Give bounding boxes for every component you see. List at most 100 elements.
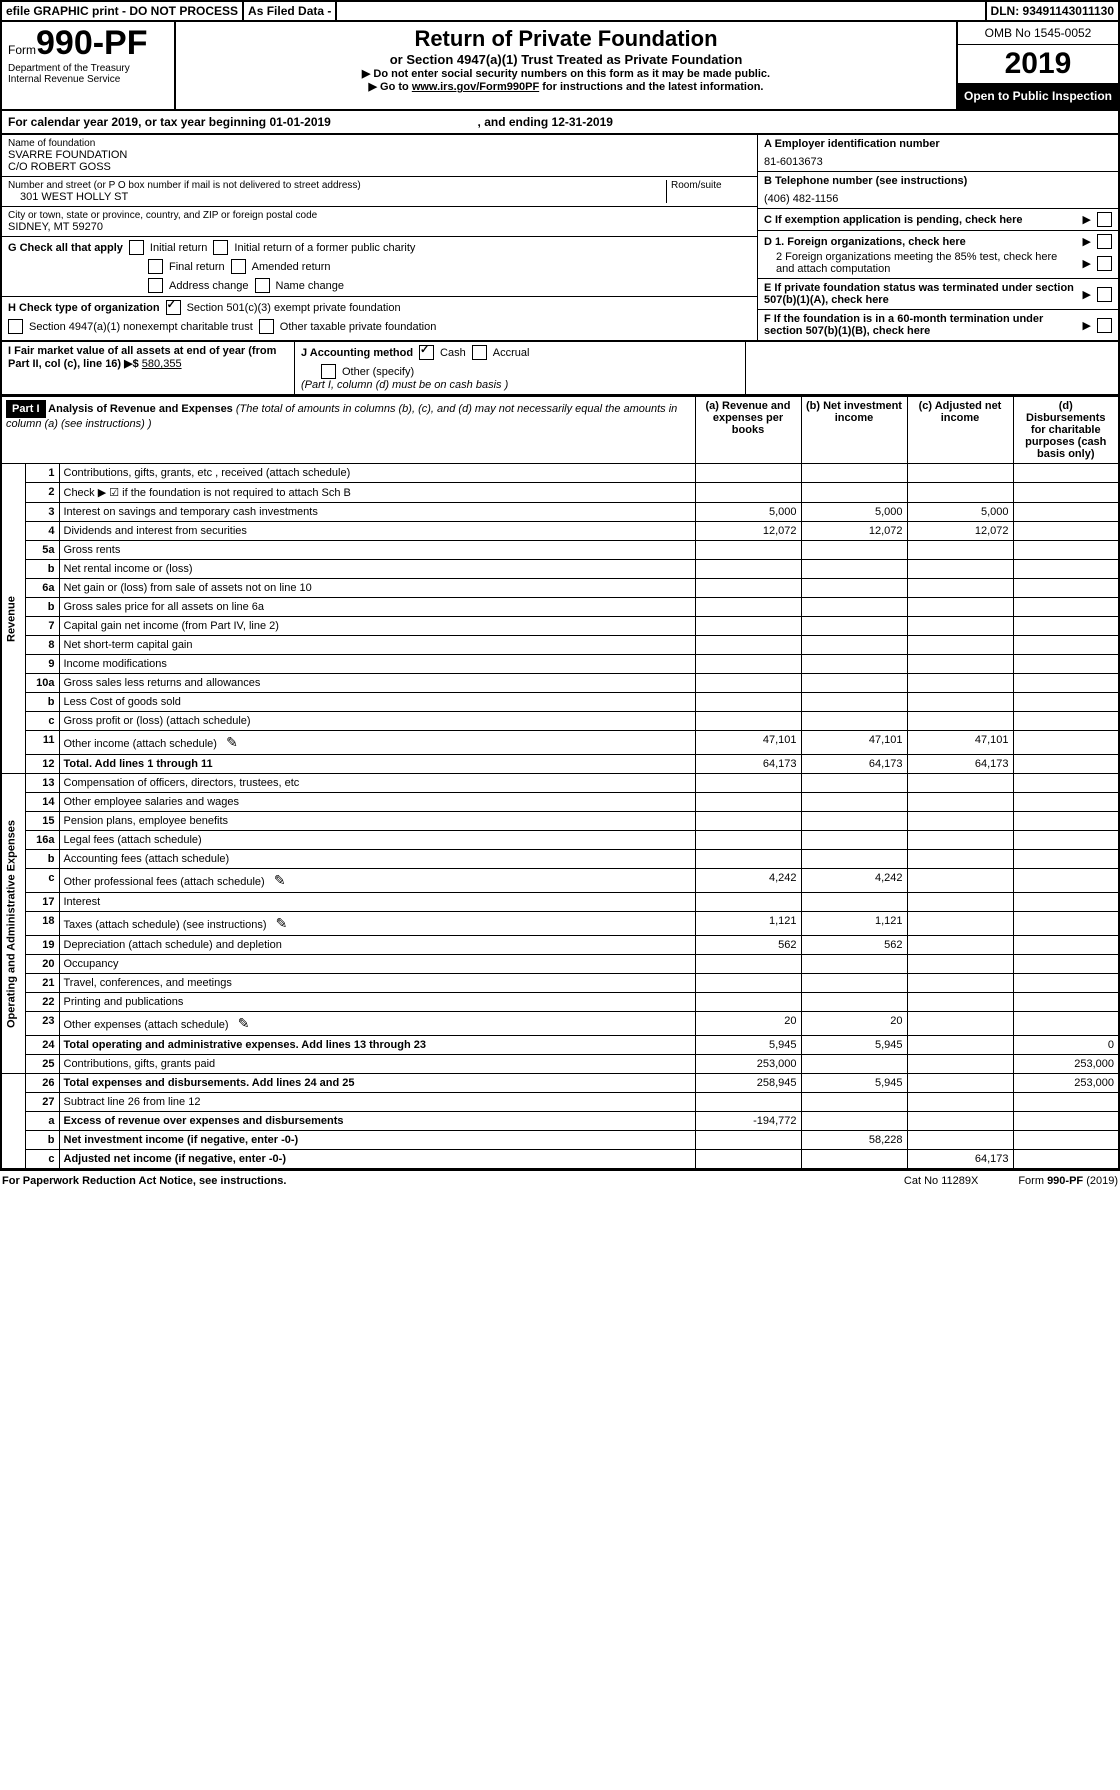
name-change-checkbox[interactable] [255, 278, 270, 293]
row-num: 24 [25, 1036, 59, 1055]
irs-link[interactable]: www.irs.gov/Form990PF [412, 81, 539, 93]
d-block: D 1. Foreign organizations, check here▶ … [758, 231, 1118, 279]
open-public: Open to Public Inspection [958, 83, 1118, 109]
row-num: 10a [25, 674, 59, 693]
cell-col-b: 1,121 [801, 912, 907, 936]
cash-checkbox[interactable] [419, 345, 434, 360]
row-desc: Accounting fees (attach schedule) [59, 850, 695, 869]
cell-col-b [801, 812, 907, 831]
accrual-checkbox[interactable] [472, 345, 487, 360]
row-num: 23 [25, 1012, 59, 1036]
f-checkbox[interactable] [1097, 318, 1112, 333]
row-num: 25 [25, 1055, 59, 1074]
501c3-checkbox[interactable] [166, 300, 181, 315]
cell-col-b [801, 850, 907, 869]
attach-icon[interactable]: ✎ [274, 872, 286, 888]
h-block: H Check type of organization Section 501… [2, 297, 757, 337]
cell-col-a: 47,101 [695, 731, 801, 755]
cell-col-a: 20 [695, 1012, 801, 1036]
e-checkbox[interactable] [1097, 287, 1112, 302]
table-row: 4Dividends and interest from securities1… [1, 522, 1119, 541]
attach-icon[interactable]: ✎ [226, 734, 238, 750]
row-desc: Other employee salaries and wages [59, 793, 695, 812]
address-change-checkbox[interactable] [148, 278, 163, 293]
form-number: 990-PF [36, 24, 148, 62]
cell-col-d: 253,000 [1013, 1055, 1119, 1074]
4947a1-checkbox[interactable] [8, 319, 23, 334]
amended-return-checkbox[interactable] [231, 259, 246, 274]
other-taxable-checkbox[interactable] [259, 319, 274, 334]
table-row: bNet rental income or (loss) [1, 560, 1119, 579]
c-checkbox[interactable] [1097, 212, 1112, 227]
row-num: 14 [25, 793, 59, 812]
table-row: 8Net short-term capital gain [1, 636, 1119, 655]
cell-col-c [907, 693, 1013, 712]
cell-col-c [907, 1093, 1013, 1112]
row-num: 4 [25, 522, 59, 541]
d1-checkbox[interactable] [1097, 234, 1112, 249]
room-suite: Room/suite [667, 180, 751, 203]
row-num: 5a [25, 541, 59, 560]
row-num: b [25, 850, 59, 869]
cell-col-b: 5,000 [801, 503, 907, 522]
row-desc: Gross sales price for all assets on line… [59, 598, 695, 617]
row-desc: Depreciation (attach schedule) and deple… [59, 936, 695, 955]
table-row: bGross sales price for all assets on lin… [1, 598, 1119, 617]
row-desc: Total operating and administrative expen… [59, 1036, 695, 1055]
initial-public-checkbox[interactable] [213, 240, 228, 255]
table-row: 10aGross sales less returns and allowanc… [1, 674, 1119, 693]
attach-icon[interactable]: ✎ [276, 915, 288, 931]
cell-col-c [907, 560, 1013, 579]
cell-col-c [907, 617, 1013, 636]
row-num: 21 [25, 974, 59, 993]
row-desc: Legal fees (attach schedule) [59, 831, 695, 850]
d2-checkbox[interactable] [1097, 256, 1112, 271]
row-num: 11 [25, 731, 59, 755]
row-desc: Net rental income or (loss) [59, 560, 695, 579]
cell-col-d [1013, 812, 1119, 831]
table-row: 21Travel, conferences, and meetings [1, 974, 1119, 993]
table-row: bLess Cost of goods sold [1, 693, 1119, 712]
row-num: 12 [25, 755, 59, 774]
other-method-checkbox[interactable] [321, 364, 336, 379]
table-row: 25Contributions, gifts, grants paid253,0… [1, 1055, 1119, 1074]
row-num: 27 [25, 1093, 59, 1112]
cell-col-b [801, 1093, 907, 1112]
row-num: 13 [25, 774, 59, 793]
cell-col-c [907, 893, 1013, 912]
cell-col-c [907, 712, 1013, 731]
cell-col-a [695, 1093, 801, 1112]
page-footer: For Paperwork Reduction Act Notice, see … [0, 1170, 1120, 1187]
cell-col-a: 562 [695, 936, 801, 955]
cell-col-d [1013, 993, 1119, 1012]
cell-col-c [907, 1036, 1013, 1055]
cell-col-d: 0 [1013, 1036, 1119, 1055]
cell-col-b [801, 1112, 907, 1131]
cell-col-c [907, 831, 1013, 850]
cell-col-d [1013, 655, 1119, 674]
cell-col-c [907, 936, 1013, 955]
cell-col-d [1013, 974, 1119, 993]
cell-col-b [801, 1055, 907, 1074]
cell-col-c [907, 1074, 1013, 1093]
final-return-checkbox[interactable] [148, 259, 163, 274]
cell-col-a [695, 831, 801, 850]
cell-col-c: 5,000 [907, 503, 1013, 522]
cell-col-b: 64,173 [801, 755, 907, 774]
footer-right: Form 990-PF (2019) [1018, 1175, 1118, 1187]
attach-icon[interactable]: ✎ [238, 1015, 250, 1031]
cell-col-c [907, 1012, 1013, 1036]
table-row: 9Income modifications [1, 655, 1119, 674]
cell-col-c [907, 598, 1013, 617]
info-right: A Employer identification number 81-6013… [758, 135, 1118, 340]
city-block: City or town, state or province, country… [2, 207, 757, 237]
table-row: 2Check ▶ ☑ if the foundation is not requ… [1, 483, 1119, 503]
table-row: 16aLegal fees (attach schedule) [1, 831, 1119, 850]
ij-row: I Fair market value of all assets at end… [0, 342, 1120, 396]
cell-col-d [1013, 936, 1119, 955]
row-num: 9 [25, 655, 59, 674]
part1-header-row: Part I Analysis of Revenue and Expenses … [1, 397, 1119, 464]
row-desc: Other professional fees (attach schedule… [59, 869, 695, 893]
row-desc: Subtract line 26 from line 12 [59, 1093, 695, 1112]
initial-return-checkbox[interactable] [129, 240, 144, 255]
